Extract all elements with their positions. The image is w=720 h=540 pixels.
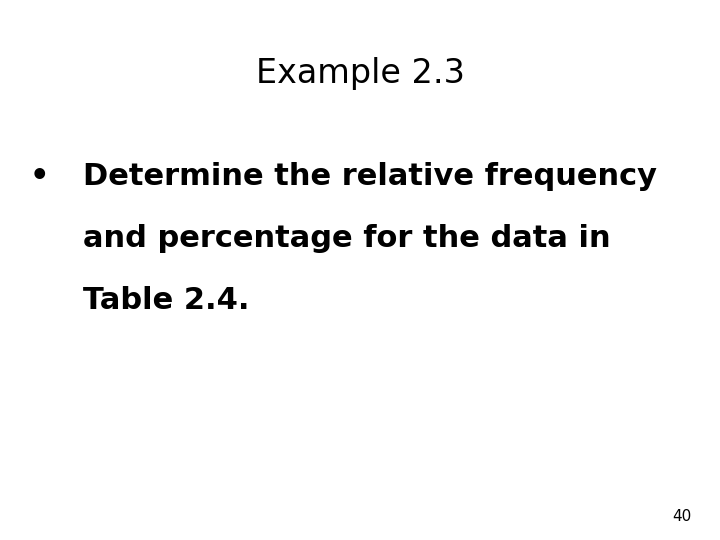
- Text: Table 2.4.: Table 2.4.: [83, 286, 249, 315]
- Text: Example 2.3: Example 2.3: [256, 57, 464, 90]
- Text: Determine the relative frequency: Determine the relative frequency: [83, 162, 657, 191]
- Text: •: •: [30, 162, 50, 191]
- Text: and percentage for the data in: and percentage for the data in: [83, 224, 611, 253]
- Text: 40: 40: [672, 509, 691, 524]
